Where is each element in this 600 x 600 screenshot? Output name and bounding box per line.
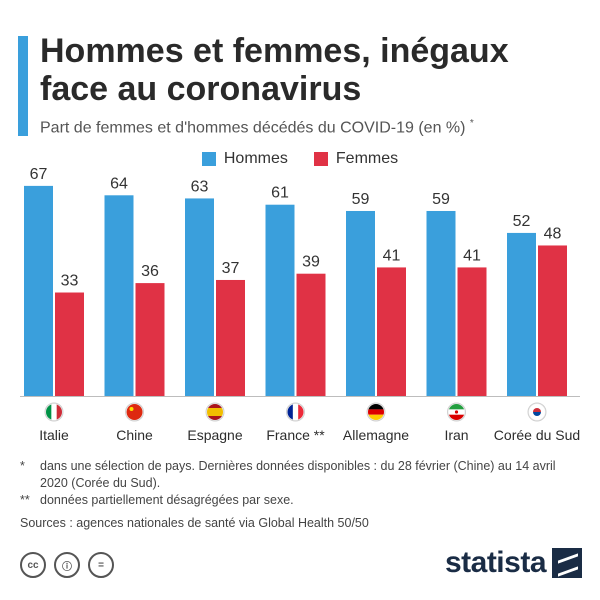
bar-femmes-4 bbox=[377, 267, 406, 396]
data-label-hommes-5: 59 bbox=[432, 191, 450, 208]
bar-hommes-2 bbox=[185, 198, 214, 396]
bar-hommes-3 bbox=[266, 205, 295, 396]
bar-femmes-5 bbox=[458, 267, 487, 396]
flag-spain-icon-graphic bbox=[207, 404, 223, 420]
data-label-hommes-1: 64 bbox=[110, 175, 128, 192]
data-label-hommes-0: 67 bbox=[30, 166, 48, 183]
category-label-1: Chine bbox=[116, 427, 153, 443]
data-label-femmes-5: 41 bbox=[463, 247, 481, 264]
flag-france-icon-graphic bbox=[288, 404, 304, 420]
bar-femmes-6 bbox=[538, 245, 567, 396]
data-label-hommes-3: 61 bbox=[271, 185, 289, 202]
footnote-1-text: dans une sélection de pays. Dernières do… bbox=[40, 458, 580, 492]
footnote-1-mark: * bbox=[20, 458, 40, 492]
footnote-2: ** données partiellement désagrégées par… bbox=[20, 492, 580, 509]
data-label-femmes-2: 37 bbox=[222, 260, 240, 277]
category-label-0: Italie bbox=[39, 427, 69, 443]
bar-femmes-1 bbox=[136, 283, 165, 396]
brand-name: statista bbox=[445, 546, 546, 580]
data-label-hommes-4: 59 bbox=[352, 191, 370, 208]
footnote-1: * dans une sélection de pays. Dernières … bbox=[20, 458, 580, 492]
cc-no-derivatives-icon[interactable]: = bbox=[88, 552, 114, 578]
category-label-5: Iran bbox=[444, 427, 468, 443]
bar-femmes-2 bbox=[216, 280, 245, 396]
flag-italy-icon-graphic bbox=[46, 404, 62, 420]
statista-mark-icon bbox=[552, 548, 582, 578]
flag-china-icon-graphic bbox=[127, 404, 143, 420]
flag-south-korea-icon-graphic bbox=[529, 404, 545, 420]
data-label-hommes-6: 52 bbox=[513, 213, 531, 230]
data-label-femmes-1: 36 bbox=[141, 263, 159, 280]
footnote-2-text: données partiellement désagrégées par se… bbox=[40, 492, 580, 509]
cc-license-icon[interactable]: cc bbox=[20, 552, 46, 578]
data-label-hommes-2: 63 bbox=[191, 178, 209, 195]
statista-logo[interactable]: statista bbox=[445, 546, 582, 580]
cc-attribution-icon[interactable]: ⓘ bbox=[54, 552, 80, 578]
footnotes: * dans une sélection de pays. Dernières … bbox=[20, 458, 580, 509]
bar-femmes-3 bbox=[297, 274, 326, 396]
flag-germany-icon-graphic bbox=[368, 404, 384, 420]
flag-iran-icon-graphic bbox=[449, 404, 465, 420]
data-label-femmes-6: 48 bbox=[544, 225, 562, 242]
bar-hommes-1 bbox=[105, 195, 134, 396]
sources: Sources : agences nationales de santé vi… bbox=[20, 516, 369, 530]
bar-femmes-0 bbox=[55, 293, 84, 396]
data-label-femmes-3: 39 bbox=[302, 254, 320, 271]
footnote-2-mark: ** bbox=[20, 492, 40, 509]
bar-hommes-0 bbox=[24, 186, 53, 396]
bar-chart: 67 33 Italie 64 36 Chine 63 37 Espagne 61 39 France… bbox=[0, 0, 600, 600]
bar-hommes-6 bbox=[507, 233, 536, 396]
bar-hommes-5 bbox=[427, 211, 456, 396]
category-label-2: Espagne bbox=[187, 427, 242, 443]
data-label-femmes-4: 41 bbox=[383, 247, 401, 264]
bar-hommes-4 bbox=[346, 211, 375, 396]
license-icons: cc ⓘ = bbox=[20, 552, 114, 578]
data-label-femmes-0: 33 bbox=[61, 273, 79, 290]
category-label-4: Allemagne bbox=[343, 427, 409, 443]
category-label-6: Corée du Sud bbox=[494, 427, 580, 443]
category-label-3: France ** bbox=[266, 427, 325, 443]
